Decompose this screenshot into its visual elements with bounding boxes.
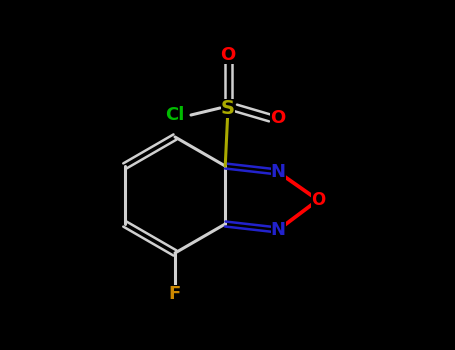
- Text: N: N: [271, 163, 285, 181]
- Text: Cl: Cl: [165, 106, 185, 124]
- Text: N: N: [271, 221, 285, 239]
- Text: O: O: [270, 109, 286, 127]
- Text: S: S: [221, 98, 235, 118]
- Text: F: F: [169, 285, 181, 303]
- Text: O: O: [220, 46, 236, 64]
- Text: O: O: [311, 191, 325, 209]
